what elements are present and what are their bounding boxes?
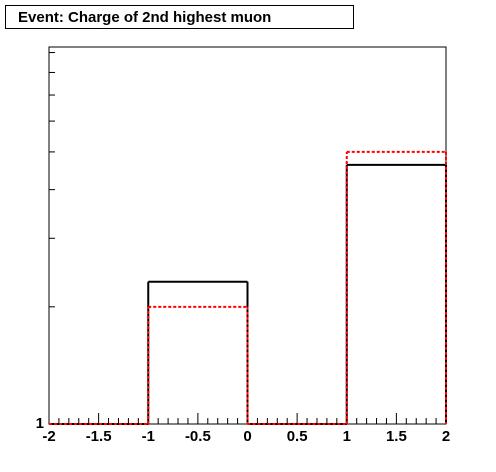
x-tick-label: -1.5 <box>86 428 112 445</box>
x-tick-label: 0.5 <box>287 428 308 445</box>
title-box <box>5 5 354 29</box>
y-tick-label: 1 <box>36 415 44 432</box>
x-tick-label: 0 <box>243 428 251 445</box>
x-tick-label: -1 <box>142 428 155 445</box>
chart-title: Event: Charge of 2nd highest muon <box>18 9 271 26</box>
x-tick-label: -2 <box>42 428 55 445</box>
x-tick-label: -0.5 <box>185 428 211 445</box>
x-tick-label: 2 <box>442 428 450 445</box>
x-tick-label: 1.5 <box>386 428 407 445</box>
x-tick-label: 1 <box>343 428 351 445</box>
